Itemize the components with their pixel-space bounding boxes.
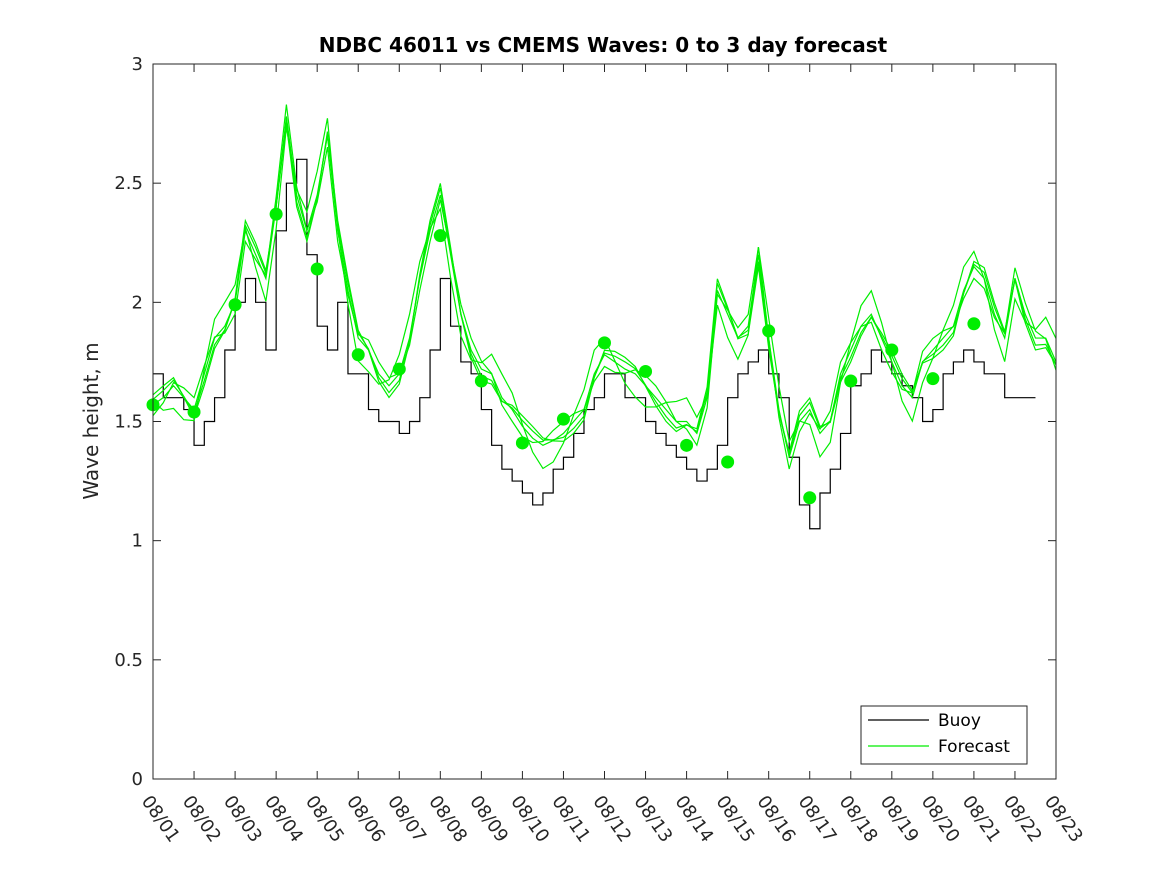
y-axis-label: Wave height, m	[79, 342, 103, 499]
y-tick-label: 2.5	[114, 173, 143, 194]
y-tick-label: 1.5	[114, 412, 143, 433]
y-tick-label: 3	[132, 54, 143, 75]
forecast-series-line	[152, 119, 1057, 456]
y-tick-label: 0	[132, 769, 143, 790]
analysis-point	[967, 317, 981, 331]
analysis-point	[762, 324, 776, 338]
analysis-point	[433, 229, 447, 243]
buoy-series-line	[153, 158, 1036, 530]
analysis-point	[515, 436, 529, 450]
analysis-point	[721, 455, 735, 469]
plot-frame	[152, 63, 1057, 780]
forecast-series-line	[152, 116, 1057, 458]
forecast-series-line	[152, 123, 1057, 453]
legend-forecast-label: Forecast	[938, 737, 1010, 757]
legend-box	[860, 705, 1028, 765]
analysis-point	[187, 405, 201, 419]
analysis-point	[556, 412, 570, 426]
analysis-point	[392, 362, 406, 376]
y-tick-label: 1	[132, 531, 143, 552]
analysis-point	[844, 374, 858, 388]
analysis-point	[228, 298, 242, 312]
y-tick-label: 0.5	[114, 650, 143, 671]
forecast-series-line	[152, 104, 1057, 470]
analysis-point	[885, 343, 899, 357]
legend: Buoy Forecast	[860, 705, 1028, 765]
analysis-point	[598, 336, 611, 350]
analysis-point	[926, 372, 940, 386]
y-tick-label: 2	[132, 292, 143, 313]
legend-buoy-label: Buoy	[938, 711, 981, 731]
analysis-point	[351, 348, 365, 362]
series-layer	[152, 104, 1057, 530]
analysis-point	[474, 374, 488, 388]
analysis-points	[146, 207, 981, 505]
analysis-point	[803, 491, 817, 505]
analysis-point	[680, 438, 694, 452]
analysis-point	[269, 207, 283, 221]
chart-title: NDBC 46011 vs CMEMS Waves: 0 to 3 day fo…	[319, 33, 888, 57]
analysis-point	[310, 262, 324, 276]
analysis-point	[639, 364, 653, 378]
